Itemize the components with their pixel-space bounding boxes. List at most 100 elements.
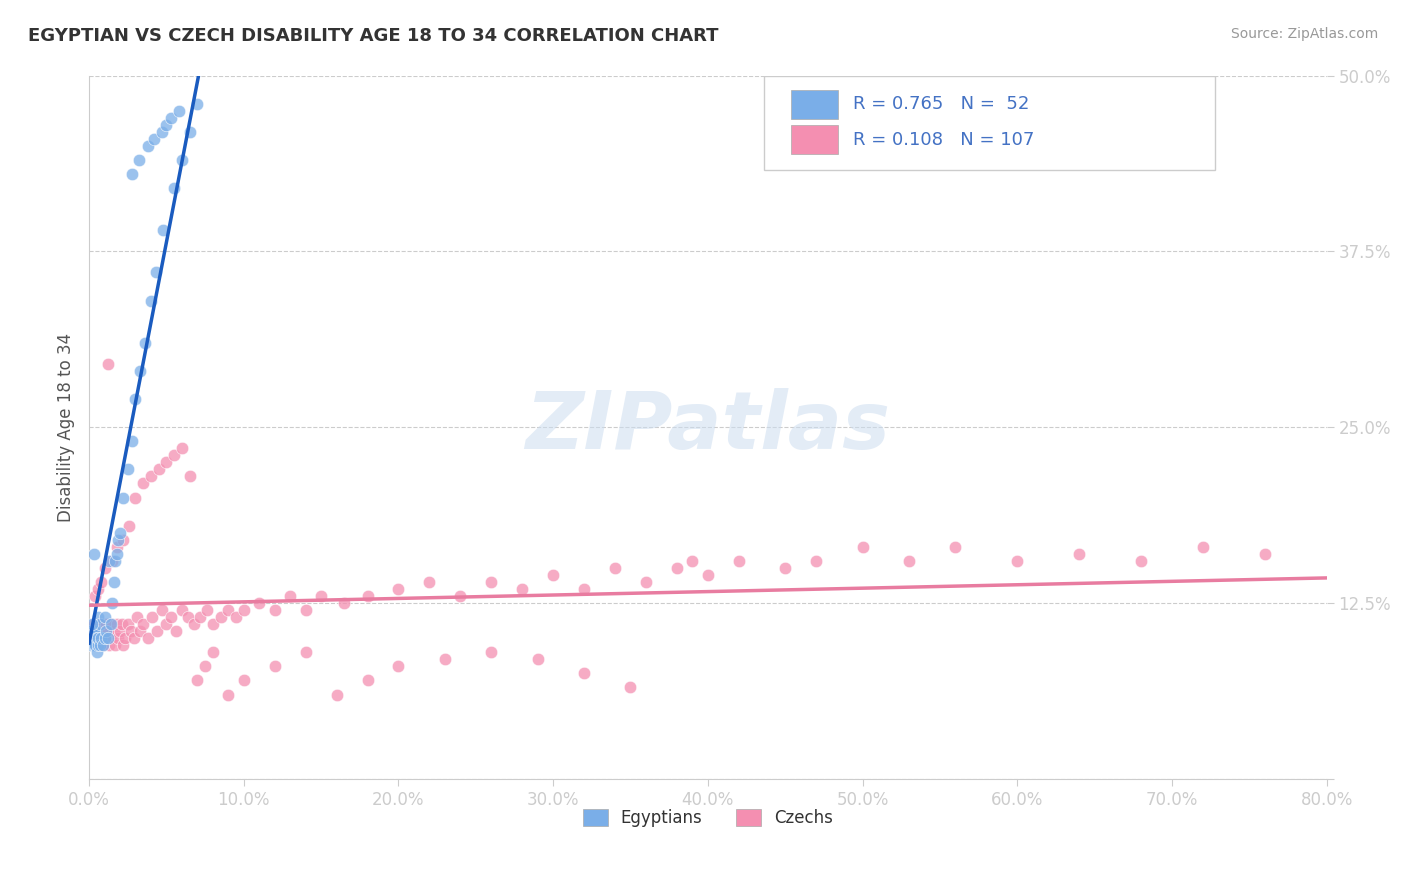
Point (101, 554, 124, 568)
Point (134, 335, 156, 350)
Point (1129, 554, 1152, 568)
Text: R = 0.765   N =  52: R = 0.765 N = 52 (852, 95, 1029, 113)
Point (129, 624, 152, 639)
Point (186, 96, 208, 111)
Point (163, 181, 186, 195)
Text: ZIPatlas: ZIPatlas (526, 388, 890, 467)
Point (132, 617, 155, 632)
Point (263, 659, 285, 673)
Point (217, 603, 239, 617)
Point (100, 632, 122, 646)
Point (139, 293, 162, 308)
FancyBboxPatch shape (790, 89, 838, 120)
Point (97, 357, 120, 371)
Point (225, 610, 247, 624)
Point (132, 476, 155, 491)
Point (1253, 547, 1275, 561)
Point (136, 632, 159, 646)
Point (82, 617, 104, 632)
Point (104, 554, 127, 568)
Point (183, 617, 205, 632)
Point (943, 540, 966, 554)
Point (194, 659, 217, 673)
Point (83, 638, 105, 652)
Point (105, 617, 128, 632)
Point (773, 561, 796, 575)
Point (112, 491, 135, 505)
Point (851, 540, 873, 554)
Point (145, 265, 167, 279)
Point (201, 645, 224, 659)
Point (294, 645, 316, 659)
Point (122, 632, 145, 646)
Point (263, 603, 285, 617)
Point (82, 632, 104, 646)
Point (387, 582, 409, 596)
Point (179, 469, 201, 483)
Point (1067, 547, 1090, 561)
Point (179, 125, 201, 139)
Point (98, 638, 121, 652)
Point (572, 582, 595, 596)
Point (541, 568, 564, 582)
Point (93, 632, 115, 646)
Point (232, 603, 254, 617)
Point (110, 617, 132, 632)
Point (696, 568, 718, 582)
Point (167, 103, 190, 118)
Point (120, 624, 142, 639)
Point (278, 589, 301, 603)
Point (155, 118, 177, 132)
Point (89, 638, 111, 652)
Point (90, 632, 112, 646)
Point (97, 624, 120, 639)
Point (139, 469, 162, 483)
Point (148, 462, 170, 476)
Point (619, 681, 641, 695)
Point (83, 547, 105, 561)
Point (117, 462, 139, 476)
Point (163, 448, 186, 462)
Point (87, 638, 110, 652)
Point (170, 442, 193, 456)
Point (83, 617, 105, 632)
Point (165, 624, 187, 639)
Point (190, 610, 212, 624)
Point (634, 574, 657, 589)
Point (91, 638, 114, 652)
Point (1005, 554, 1028, 568)
Point (170, 603, 193, 617)
Point (121, 434, 143, 449)
Point (309, 589, 332, 603)
Point (84, 624, 107, 639)
Point (118, 518, 141, 533)
Point (479, 574, 502, 589)
Point (129, 364, 152, 378)
Point (572, 666, 595, 681)
Point (114, 632, 136, 646)
Point (479, 645, 502, 659)
Point (387, 659, 409, 673)
Point (93, 624, 115, 639)
Point (84, 638, 107, 652)
Point (94, 624, 117, 639)
Point (294, 603, 316, 617)
FancyBboxPatch shape (763, 76, 1215, 170)
Point (333, 596, 356, 610)
Point (79, 624, 101, 639)
Point (186, 673, 208, 688)
Point (897, 554, 920, 568)
Legend: Egyptians, Czechs: Egyptians, Czechs (576, 803, 839, 834)
Point (107, 533, 129, 547)
Point (146, 624, 169, 639)
Point (97, 632, 120, 646)
Point (82, 632, 104, 646)
Point (247, 596, 270, 610)
Point (449, 589, 471, 603)
Point (89, 617, 111, 632)
Point (82, 638, 104, 652)
Point (160, 610, 183, 624)
Point (112, 533, 135, 547)
Text: EGYPTIAN VS CZECH DISABILITY AGE 18 TO 34 CORRELATION CHART: EGYPTIAN VS CZECH DISABILITY AGE 18 TO 3… (28, 27, 718, 45)
Point (209, 610, 232, 624)
